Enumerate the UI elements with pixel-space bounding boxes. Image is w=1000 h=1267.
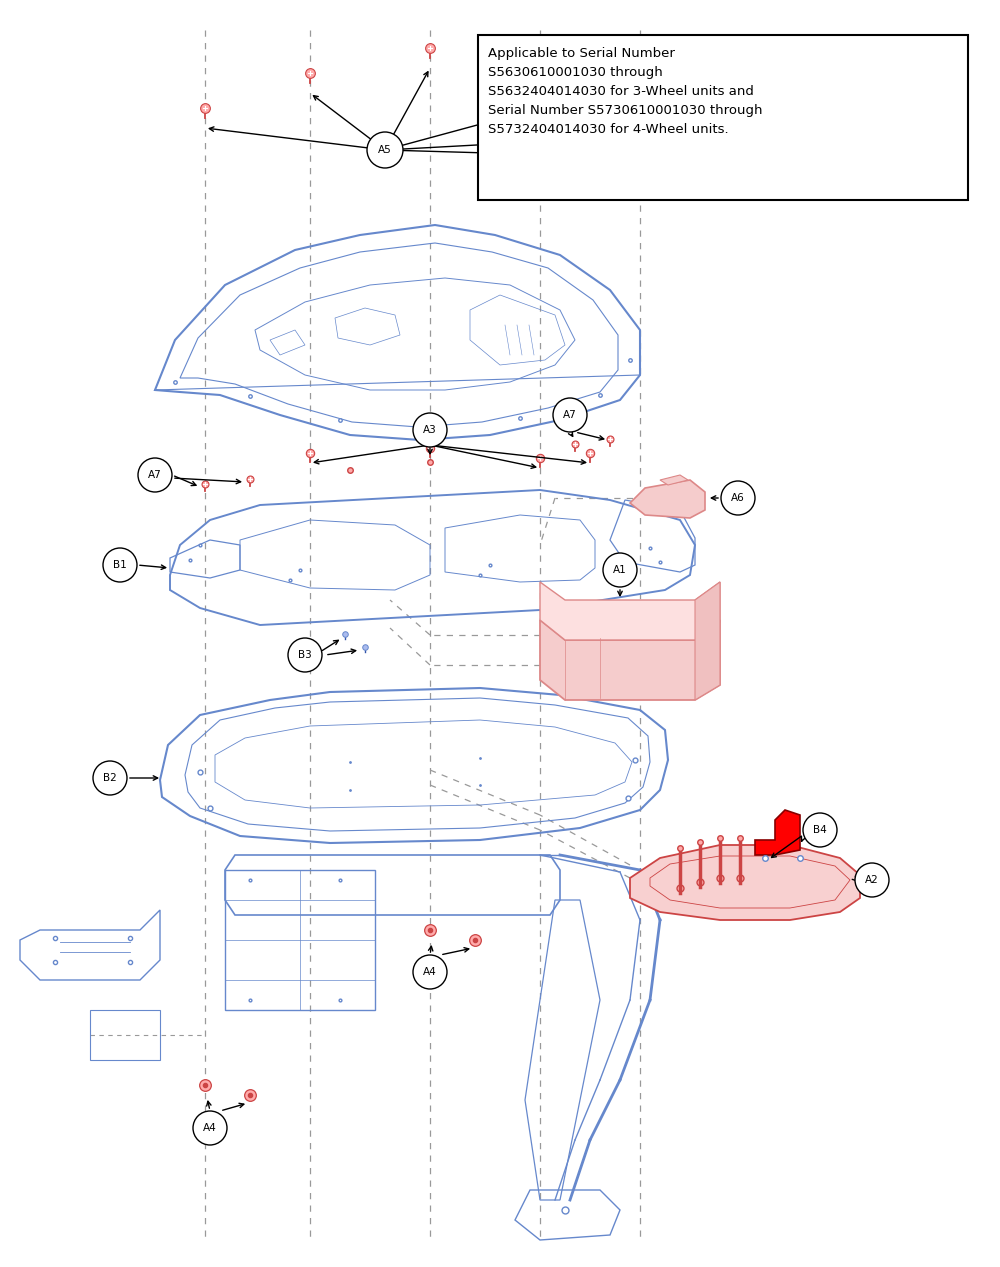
Text: A4: A4	[203, 1123, 217, 1133]
Circle shape	[855, 863, 889, 897]
Circle shape	[93, 761, 127, 794]
Polygon shape	[660, 475, 688, 485]
Polygon shape	[755, 810, 800, 855]
Polygon shape	[540, 620, 720, 699]
Text: B1: B1	[113, 560, 127, 570]
Circle shape	[553, 398, 587, 432]
Text: A4: A4	[423, 967, 437, 977]
Circle shape	[138, 457, 172, 492]
Circle shape	[103, 549, 137, 582]
Circle shape	[193, 1111, 227, 1145]
Circle shape	[367, 132, 403, 169]
Polygon shape	[695, 582, 720, 699]
Circle shape	[413, 955, 447, 990]
Text: A1: A1	[613, 565, 627, 575]
Polygon shape	[630, 480, 705, 518]
Text: A7: A7	[563, 411, 577, 419]
Polygon shape	[540, 582, 720, 640]
Text: A7: A7	[148, 470, 162, 480]
FancyBboxPatch shape	[478, 35, 968, 200]
Text: A3: A3	[423, 424, 437, 435]
Circle shape	[413, 413, 447, 447]
Text: B3: B3	[298, 650, 312, 660]
Polygon shape	[630, 845, 860, 920]
Circle shape	[721, 481, 755, 514]
Text: B4: B4	[813, 825, 827, 835]
Text: Applicable to Serial Number
S5630610001030 through
S5632404014030 for 3-Wheel un: Applicable to Serial Number S56306100010…	[488, 47, 763, 136]
Circle shape	[603, 552, 637, 587]
Circle shape	[288, 639, 322, 672]
Text: A6: A6	[731, 493, 745, 503]
Text: B2: B2	[103, 773, 117, 783]
Text: A5: A5	[378, 144, 392, 155]
Circle shape	[803, 813, 837, 848]
Text: A2: A2	[865, 875, 879, 886]
